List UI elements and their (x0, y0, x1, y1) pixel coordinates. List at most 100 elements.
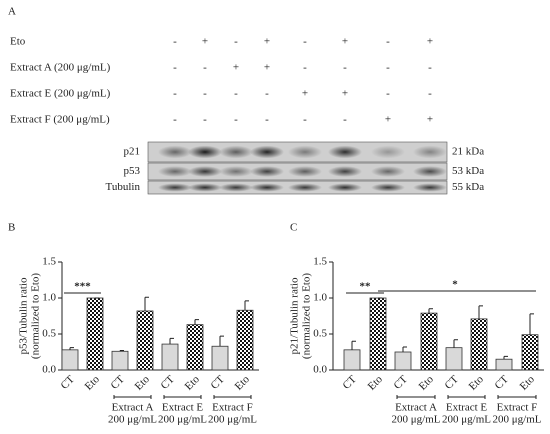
blot-band (158, 166, 192, 177)
bar (236, 309, 254, 371)
x-tick-label: Eto (518, 373, 538, 393)
treatment-sign: + (342, 88, 348, 100)
y-tick-label: 0.5 (313, 328, 327, 340)
group-label: Extract A (395, 402, 437, 414)
bar (369, 297, 387, 371)
error-bar (453, 339, 458, 348)
treatment-sign: + (342, 36, 348, 48)
error-bar (402, 346, 407, 352)
significance-label: ** (360, 280, 372, 292)
size-label: 55 kDa (452, 181, 484, 193)
group-label: Extract E (162, 402, 204, 414)
blot-band (250, 166, 284, 177)
error-bar (144, 296, 149, 311)
y-axis-label: (normalized to Eto) (30, 273, 42, 359)
treatment-sign: - (203, 114, 207, 126)
group-bracket (396, 395, 436, 399)
y-tick-label: 1.5 (313, 256, 327, 268)
treatment-sign: - (343, 114, 347, 126)
treatment-label: Extract A (200 μg/mL) (10, 62, 111, 74)
group-bracket (163, 395, 202, 399)
bar (343, 349, 361, 371)
blot-band (413, 145, 447, 159)
bar (61, 349, 79, 371)
treatment-sign: - (173, 62, 177, 74)
group-label: 200 μg/mL (108, 414, 157, 426)
blot-band (250, 183, 284, 192)
treatment-sign: - (428, 62, 432, 74)
blot-band (413, 183, 447, 192)
x-tick-label: Eto (417, 373, 437, 393)
group-label: 200 μg/mL (442, 414, 491, 426)
treatment-sign: - (173, 36, 177, 48)
bar (470, 318, 488, 371)
bar (420, 312, 438, 371)
group-label: Extract E (446, 402, 488, 414)
treatment-sign: - (234, 114, 238, 126)
protein-label: Tubulin (106, 181, 141, 193)
error-bar (351, 340, 356, 350)
treatment-sign: - (173, 114, 177, 126)
treatment-label: Extract E (200 μg/mL) (10, 88, 111, 100)
treatment-sign: + (202, 36, 208, 48)
blot-band (188, 145, 222, 159)
treatment-sign: - (428, 88, 432, 100)
y-tick-label: 1.0 (42, 292, 56, 304)
y-axis-label: (normalized to Eto) (301, 273, 313, 359)
y-axis-label: p21/Tubulin ratio (289, 277, 301, 354)
x-tick-label: CT (492, 373, 511, 392)
treatment-sign: - (303, 114, 307, 126)
size-label: 21 kDa (452, 146, 484, 158)
blot-band (288, 166, 322, 177)
bar (186, 324, 204, 371)
treatment-sign: + (302, 88, 308, 100)
protein-label: p53 (124, 165, 141, 177)
treatment-sign: - (203, 88, 207, 100)
x-tick-label: CT (158, 373, 177, 392)
blot-band (288, 145, 322, 159)
blot-band (288, 183, 322, 192)
protein-label: p21 (124, 146, 141, 158)
significance-label: * (452, 278, 458, 290)
x-tick-label: CT (391, 373, 410, 392)
group-label: 200 μg/mL (392, 414, 441, 426)
treatment-sign: - (173, 88, 177, 100)
treatment-sign: - (386, 36, 390, 48)
y-tick-label: 0.0 (42, 364, 56, 376)
bar (211, 345, 229, 371)
error-bar (244, 300, 249, 311)
y-tick-label: 1.0 (313, 292, 327, 304)
x-tick-label: CT (442, 373, 461, 392)
treatment-sign: - (386, 62, 390, 74)
blot-band (328, 166, 362, 177)
bar (136, 310, 154, 371)
blot-band (250, 145, 284, 159)
blot-band (371, 145, 405, 159)
bar (445, 347, 463, 371)
treatment-sign: - (303, 36, 307, 48)
error-bar (169, 337, 174, 345)
y-axis-label: p53/Tubulin ratio (18, 277, 30, 354)
error-bar (119, 350, 124, 352)
treatment-sign: + (427, 114, 433, 126)
group-bracket (213, 395, 252, 399)
group-bracket (113, 395, 152, 399)
y-tick-label: 0.5 (42, 328, 56, 340)
x-tick-label: Eto (133, 373, 153, 393)
y-tick-label: 0.0 (313, 364, 327, 376)
blot-band (219, 145, 253, 159)
treatment-sign: - (203, 62, 207, 74)
error-bar (194, 319, 199, 325)
panel-label: A (8, 6, 16, 18)
treatment-sign: - (265, 88, 269, 100)
panel-label: C (290, 222, 297, 234)
y-tick-label: 1.5 (42, 256, 56, 268)
blot-band (413, 166, 447, 177)
error-bar (69, 347, 74, 350)
treatment-sign: - (234, 88, 238, 100)
x-tick-label: Eto (233, 373, 253, 393)
x-tick-label: CT (58, 373, 77, 392)
blot-band (219, 183, 253, 192)
bar (394, 351, 412, 371)
